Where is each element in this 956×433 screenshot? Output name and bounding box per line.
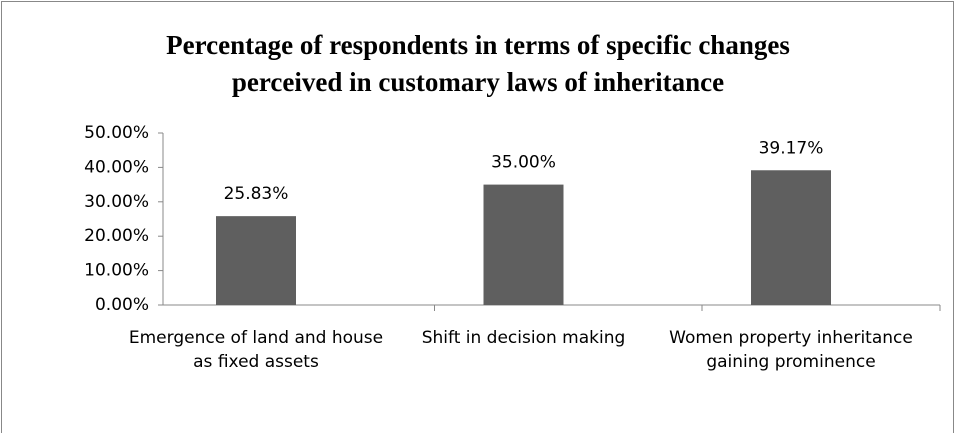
chart-title: perceived in customary laws of inheritan… <box>232 67 724 97</box>
data-label: 35.00% <box>491 153 556 173</box>
y-tick-label: 40.00% <box>84 157 149 177</box>
y-tick-label: 50.00% <box>84 123 149 143</box>
y-tick-label: 30.00% <box>84 192 149 212</box>
chart-title: Percentage of respondents in terms of sp… <box>166 30 790 60</box>
bar <box>751 170 831 305</box>
x-tick-label: Women property inheritance gaining promi… <box>669 328 913 372</box>
data-label: 25.83% <box>224 184 289 204</box>
x-tick-label: Shift in decision making <box>421 328 626 348</box>
bar <box>483 184 564 305</box>
y-tick-label: 20.00% <box>84 226 149 246</box>
y-tick-label: 0.00% <box>95 295 149 315</box>
bar <box>216 216 296 305</box>
y-tick-label: 10.00% <box>84 261 149 281</box>
data-label: 39.17% <box>759 138 824 158</box>
x-tick-label: Emergence of land and house as fixed ass… <box>128 328 384 372</box>
